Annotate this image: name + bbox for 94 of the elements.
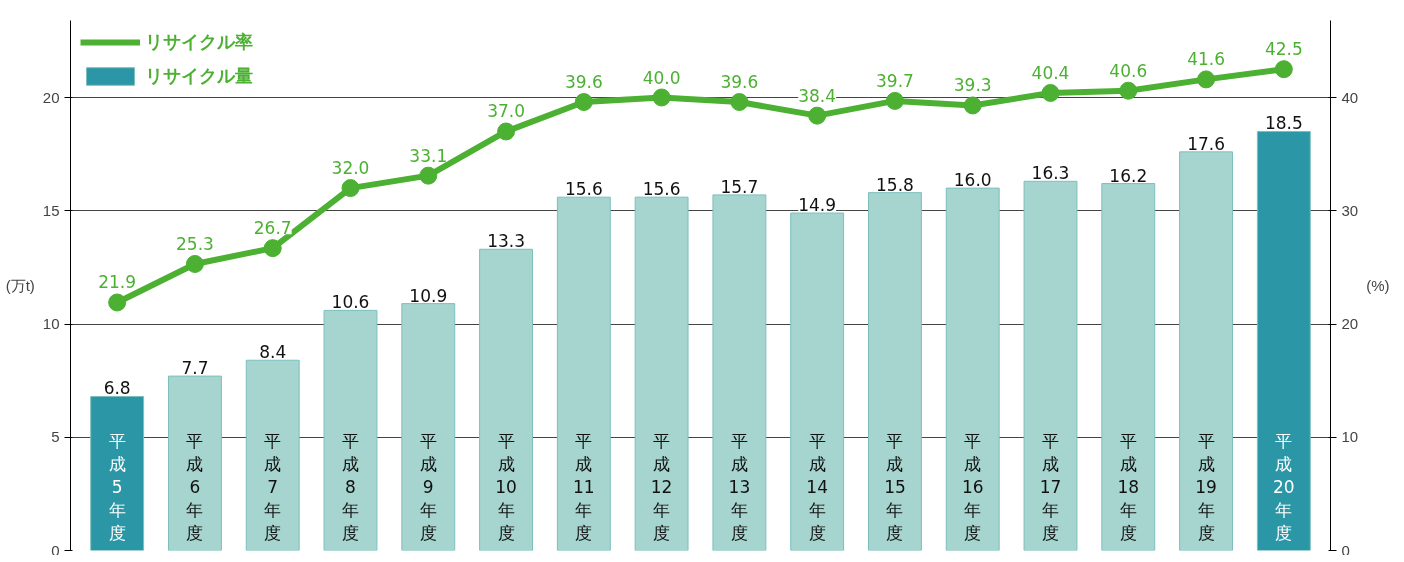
bar [90,395,145,551]
bar [168,375,222,551]
y2-tick-label: 40 [1341,88,1359,106]
legend-label: リサイクル量 [145,64,253,88]
point [574,93,593,112]
y-tick-label: 10 [42,315,60,332]
bar [790,212,845,551]
data-label: 15.6 [642,179,681,200]
data-label: 16.3 [1031,163,1070,184]
bar [1023,180,1078,551]
data-label: 15.8 [876,174,914,195]
point [1197,70,1216,89]
data-label: 25.3 [176,233,214,254]
data-label: 14.9 [798,195,837,216]
x-tick-label: 平成9年度 [419,430,437,543]
bar [479,248,533,551]
point [1119,81,1138,100]
data-label: 26.7 [253,218,292,239]
x-tick-label: 平成12年度 [650,430,673,543]
x-tick-label: 平成11年度 [573,430,595,543]
x-tick-label: 平成6年度 [186,430,204,543]
y2-tick-label: 20 [1341,315,1359,332]
y2-tick-label: 0 [1341,541,1350,559]
data-label: 39.7 [876,70,914,91]
data-label: 32.0 [331,158,370,179]
bar [1101,183,1156,551]
y-tick-label: 5 [51,428,60,446]
x-tick-label: 平成10年度 [495,430,517,543]
x-tick-label: 平成15年度 [884,430,906,543]
point [963,96,982,115]
y-axis-title: (万t) [5,277,35,294]
point [419,166,438,185]
bar [245,359,300,551]
data-label: 37.0 [487,101,525,122]
data-label: 33.1 [409,145,448,166]
data-label: 6.8 [103,378,131,399]
y-tick-label: 15 [42,201,60,219]
x-tick-label: 平成16年度 [961,430,984,543]
data-label: 40.6 [1109,60,1148,81]
point [652,88,671,107]
point [497,122,516,141]
data-label: 38.4 [798,85,837,106]
x-tick-label: 平成13年度 [728,430,751,543]
point [263,239,282,258]
bar [945,187,1000,551]
x-tick-label: 平成20年度 [1273,430,1295,543]
data-label: 10.6 [331,292,370,313]
point [1041,84,1060,102]
data-label: 39.6 [720,72,759,93]
bar [1179,151,1233,551]
y2-tick-label: 10 [1341,428,1359,446]
y2-axis-title: (%) [1366,277,1390,294]
x-tick-label: 平成18年度 [1117,430,1140,543]
x-tick-label: 平成19年度 [1195,430,1217,543]
bar [1256,130,1311,551]
data-label: 39.6 [564,72,603,93]
x-tick-label: 平成5年度 [108,430,126,543]
data-label: 21.9 [98,272,137,293]
x-tick-label: 平成8年度 [342,430,359,543]
data-label: 15.7 [720,176,759,197]
point [730,93,749,112]
y-tick-label: 0 [51,541,60,559]
legend-label: リサイクル率 [145,30,253,54]
data-label: 16.2 [1109,165,1148,186]
bar [712,194,767,551]
point [885,91,904,110]
point [185,255,204,273]
data-label: 16.0 [953,170,992,191]
bar [556,196,611,551]
data-label: 42.5 [1264,39,1303,60]
bar [323,309,378,551]
point [341,179,360,198]
y-tick-label: 20 [42,88,60,106]
data-label: 13.3 [487,231,525,252]
bar [401,303,456,551]
point [108,293,127,312]
point [808,106,827,125]
data-label: 40.4 [1031,62,1070,83]
x-tick-label: 平成7年度 [264,430,282,543]
data-label: 10.9 [409,285,448,306]
bar [634,196,689,551]
x-tick-label: 平成17年度 [1039,430,1062,543]
data-label: 18.5 [1264,113,1303,134]
y2-tick-label: 30 [1341,201,1359,219]
data-label: 40.0 [642,67,681,88]
x-tick-label: 平成14年度 [806,430,828,543]
bar [868,192,922,551]
data-label: 8.4 [259,342,287,363]
data-label: 39.3 [953,75,992,96]
data-label: 15.6 [564,179,603,200]
point [1274,60,1293,79]
data-label: 17.6 [1187,133,1225,154]
data-label: 41.6 [1187,49,1225,70]
data-label: 7.7 [181,358,209,379]
